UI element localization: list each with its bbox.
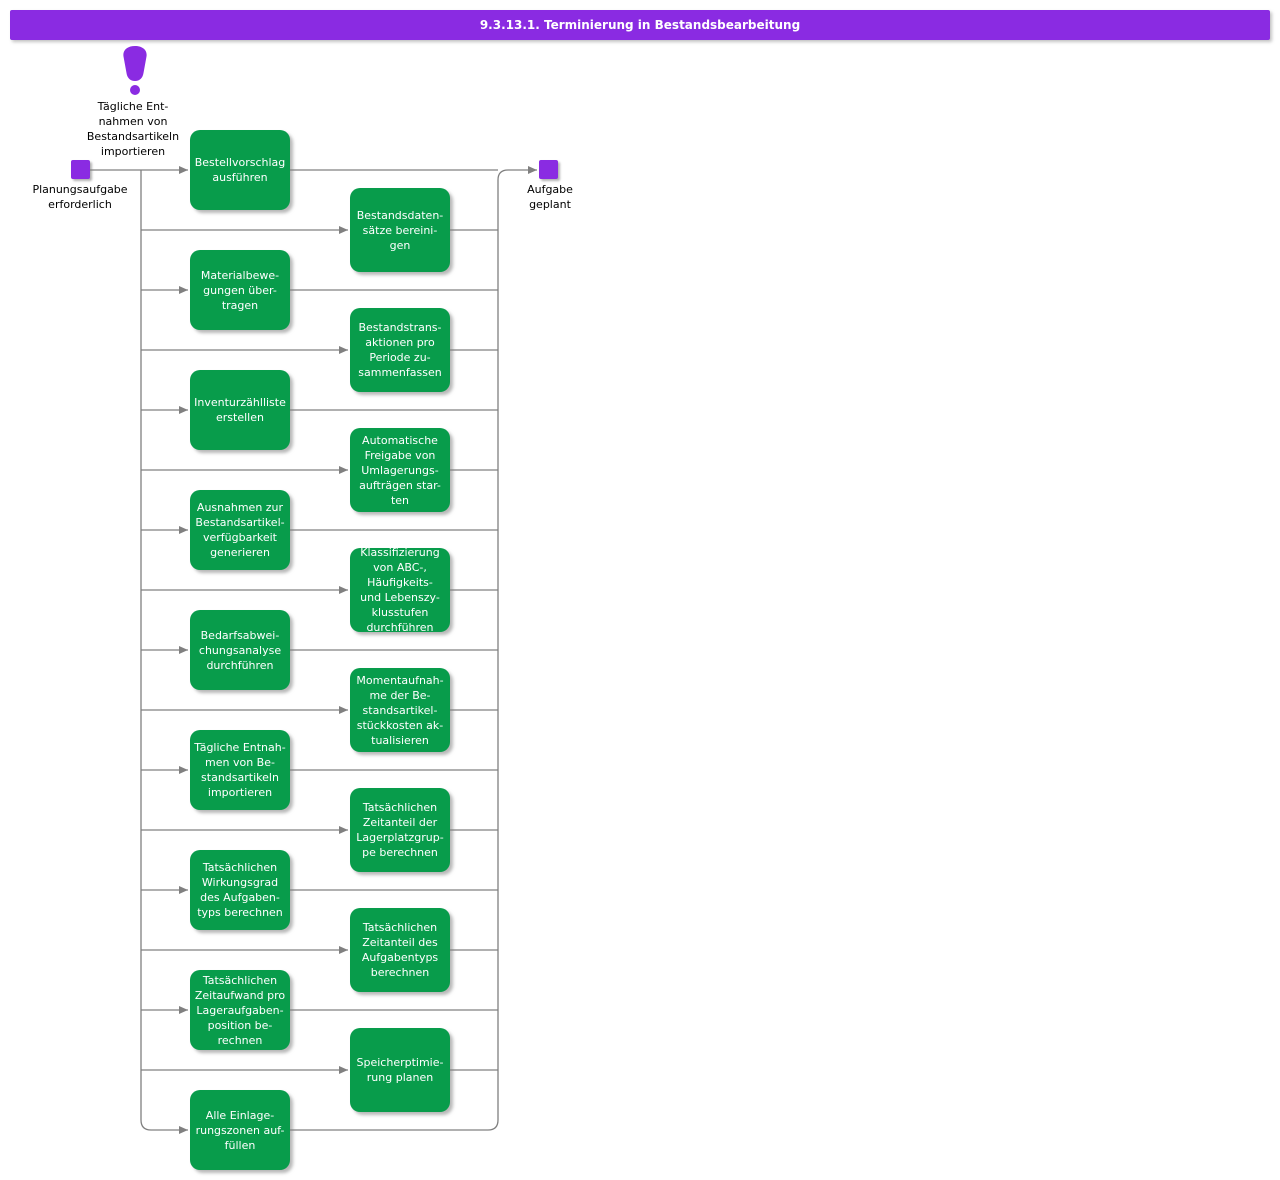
task-label: Materialbewe- gungen über- tragen bbox=[200, 268, 280, 312]
task-ausnahmen-verfuegbarkeit: Ausnahmen zur Bestandsartikel- verfügbar… bbox=[190, 490, 290, 570]
start-node-label: Planungsaufgabe erforderlich bbox=[32, 183, 128, 211]
task-label: Momentaufnah- me der Be- standsartikel- … bbox=[356, 673, 444, 747]
task-label: Tatsächlichen Wirkungsgrad des Aufgaben-… bbox=[197, 861, 283, 919]
task-wirkungsgrad-aufgabentyp: Tatsächlichen Wirkungsgrad des Aufgaben-… bbox=[190, 850, 290, 930]
task-bestandstransaktionen: Bestandstrans- aktionen pro Periode zu- … bbox=[350, 308, 450, 392]
title-text: 9.3.13.1. Terminierung in Bestandsbearbe… bbox=[479, 18, 801, 32]
task-label: Tatsächlichen Zeitanteil des Aufgabentyp… bbox=[361, 921, 439, 979]
task-label: Bedarfsabwei- chungsanalyse durchführen bbox=[198, 628, 282, 672]
task-label: Bestandsdaten- sätze bereini- gen bbox=[356, 208, 444, 252]
task-automatische-freigabe: Automatische Freigabe von Umlagerungs- a… bbox=[350, 428, 450, 512]
task-zeitaufwand-lageraufgabenposition: Tatsächlichen Zeitaufwand pro Lageraufga… bbox=[190, 970, 290, 1050]
task-label: Inventurzählliste erstellen bbox=[194, 396, 286, 424]
task-label: Ausnahmen zur Bestandsartikel- verfügbar… bbox=[195, 501, 285, 559]
task-bestellvorschlag: Bestellvorschlag ausführen bbox=[190, 130, 290, 210]
annotation-note: Tägliche Ent- nahmen von Bestandsartikel… bbox=[86, 100, 180, 158]
task-taegliche-entnahmen: Tägliche Entnah- men von Be- standsartik… bbox=[190, 730, 290, 810]
task-label: Bestandstrans- aktionen pro Periode zu- … bbox=[358, 321, 442, 379]
exclamation-icon bbox=[123, 46, 147, 95]
task-zeitanteil-lagerplatzgruppe: Tatsächlichen Zeitanteil der Lagerplatzg… bbox=[350, 788, 450, 872]
task-label: Speicherptimie- rung planen bbox=[356, 1056, 444, 1084]
task-speicheroptimierung: Speicherptimie- rung planen bbox=[350, 1028, 450, 1112]
task-zeitanteil-aufgabentyp: Tatsächlichen Zeitanteil des Aufgabentyp… bbox=[350, 908, 450, 992]
task-label: Klassifizierung von ABC-, Häufigkeits- u… bbox=[360, 546, 440, 634]
task-einlagerungszonen: Alle Einlage- rungszonen auf- füllen bbox=[190, 1090, 290, 1170]
task-bestandsdatensaetze: Bestandsdaten- sätze bereini- gen bbox=[350, 188, 450, 272]
end-node-label: Aufgabe geplant bbox=[527, 183, 573, 211]
title-bar: 9.3.13.1. Terminierung in Bestandsbearbe… bbox=[10, 10, 1270, 40]
task-momentaufnahme: Momentaufnah- me der Be- standsartikel- … bbox=[350, 668, 450, 752]
task-label: Alle Einlage- rungszonen auf- füllen bbox=[195, 1108, 285, 1152]
task-label: Tägliche Entnah- men von Be- standsartik… bbox=[194, 741, 286, 799]
task-bedarfsabweichungsanalyse: Bedarfsabwei- chungsanalyse durchführen bbox=[190, 610, 290, 690]
task-label: Tatsächlichen Zeitanteil der Lagerplatzg… bbox=[356, 801, 444, 859]
task-inventurzaehlliste: Inventurzählliste erstellen bbox=[190, 370, 290, 450]
task-label: Automatische Freigabe von Umlagerungs- a… bbox=[359, 433, 441, 507]
start-node bbox=[71, 160, 90, 179]
task-klassifizierung: Klassifizierung von ABC-, Häufigkeits- u… bbox=[350, 546, 450, 634]
end-node bbox=[539, 160, 558, 179]
task-label: Tatsächlichen Zeitaufwand pro Lageraufga… bbox=[194, 973, 286, 1047]
task-materialbewegungen: Materialbewe- gungen über- tragen bbox=[190, 250, 290, 330]
task-label: Bestellvorschlag ausführen bbox=[194, 156, 286, 184]
